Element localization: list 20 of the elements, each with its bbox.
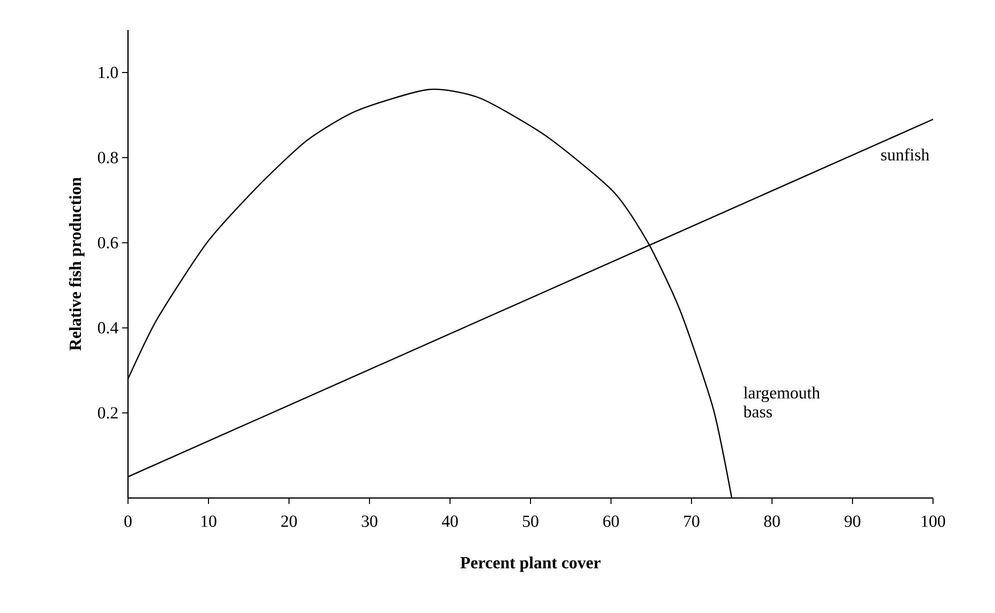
x-tick-label: 30 <box>362 516 378 527</box>
x-tick-label: 20 <box>281 516 297 527</box>
x-tick-label: 50 <box>523 516 538 527</box>
y-tick-label: 0.4 <box>98 322 118 334</box>
series-label: largemouth bass <box>743 386 820 418</box>
x-tick-label: 10 <box>202 516 216 527</box>
x-axis-title: Percent plant cover <box>460 556 601 572</box>
y-tick-label: 0.6 <box>98 236 118 248</box>
series-label: sunfish <box>881 148 930 160</box>
y-axis-title: Relative fish production <box>68 177 84 351</box>
y-tick-label: 0.2 <box>98 407 118 419</box>
x-tick-label: 60 <box>603 516 619 527</box>
x-tick-label: 70 <box>684 516 700 527</box>
x-tick-label: 0 <box>124 516 132 527</box>
x-tick-label: 90 <box>844 516 860 527</box>
x-tick-label: 100 <box>922 516 946 527</box>
x-tick-label: 80 <box>764 516 780 527</box>
x-tick-label: 40 <box>442 516 458 527</box>
y-tick-label: 1.0 <box>98 66 118 78</box>
y-tick-label: 0.8 <box>98 152 118 164</box>
